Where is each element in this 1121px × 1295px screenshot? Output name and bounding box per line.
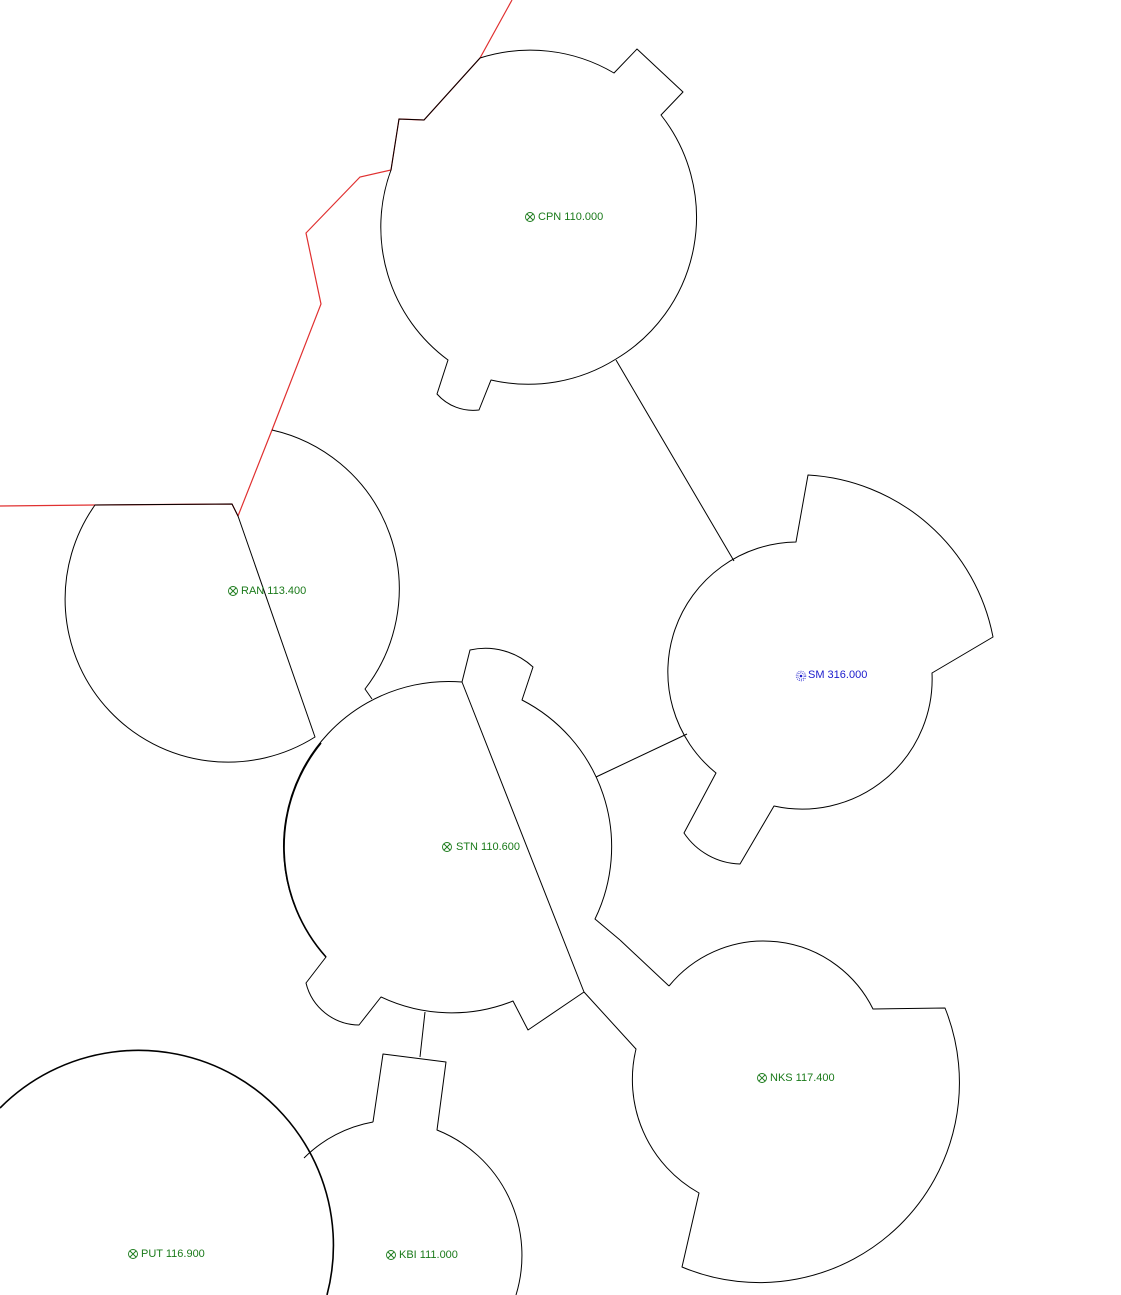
- station-kbi[interactable]: KBI 111.000: [386, 1249, 458, 1261]
- vor-icon: [757, 1073, 767, 1083]
- sm-area-outline: [667, 474, 994, 865]
- station-nks[interactable]: NKS 117.400: [757, 1072, 835, 1084]
- vor-icon: [128, 1249, 138, 1259]
- station-label-stn: STN 110.600: [456, 841, 520, 853]
- vor-icon: [442, 842, 452, 852]
- vor-icon: [228, 586, 238, 596]
- ran-area-outline: [64, 429, 400, 763]
- ndb-icon: [795, 670, 807, 682]
- station-label-sm: SM 316.000: [808, 669, 867, 681]
- stn-sm-connector: [595, 733, 688, 778]
- nks-area-outline: [583, 939, 960, 1284]
- vor-icon: [525, 212, 535, 222]
- station-put[interactable]: PUT 116.900: [128, 1248, 205, 1260]
- station-cpn[interactable]: CPN 110.000: [525, 211, 604, 223]
- station-stn[interactable]: STN 110.600: [442, 841, 521, 853]
- cpn-area-outline: [380, 48, 697, 411]
- station-label-cpn: CPN 110.000: [538, 211, 603, 223]
- vor-icon: [386, 1250, 396, 1260]
- stn-area-outline-west-arc: [283, 742, 327, 958]
- station-label-nks: NKS 117.400: [770, 1072, 835, 1084]
- station-label-ran: RAN 113.400: [241, 585, 306, 597]
- stn-kbi-connector: [419, 1011, 426, 1058]
- stn-area-outline: [283, 647, 621, 1031]
- airspace-boundary-line: [0, 0, 513, 518]
- station-ran[interactable]: RAN 113.400: [228, 585, 307, 597]
- station-label-put: PUT 116.900: [141, 1248, 205, 1260]
- cpn-sm-connector: [615, 359, 735, 562]
- station-label-kbi: KBI 111.000: [399, 1249, 458, 1261]
- station-sm[interactable]: SM 316.000: [795, 669, 867, 682]
- put-area-outline: [0, 1049, 335, 1295]
